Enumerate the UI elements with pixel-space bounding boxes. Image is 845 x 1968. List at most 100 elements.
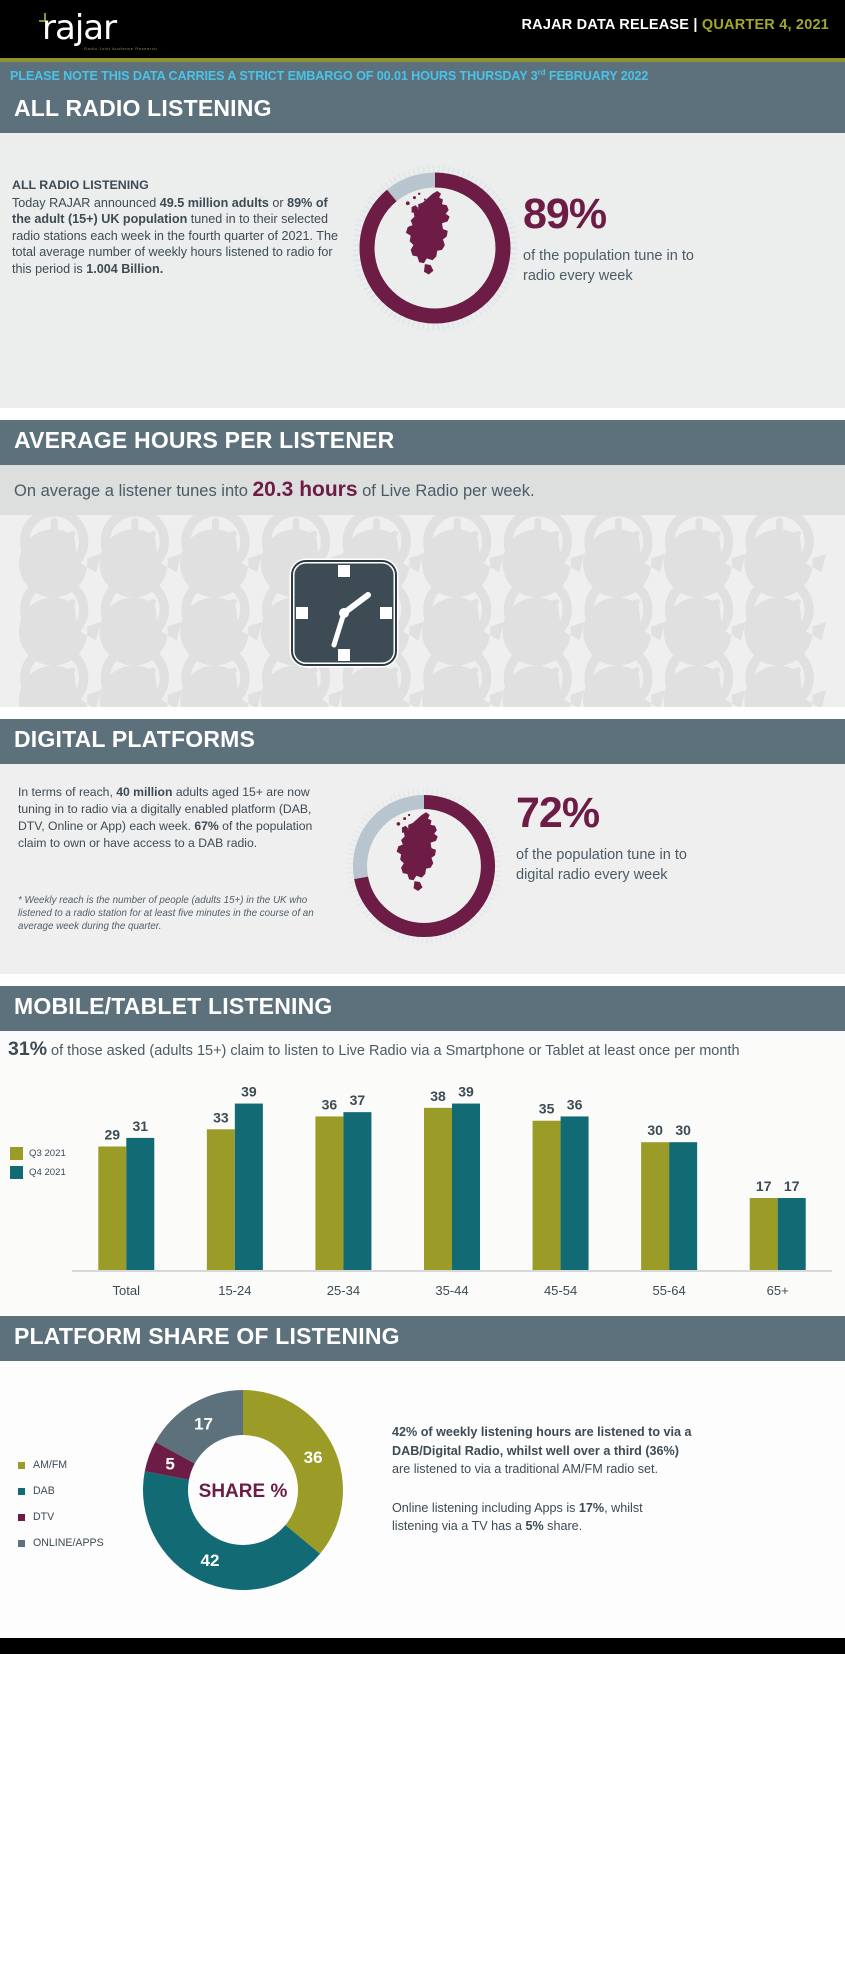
digital-donut-value-arc [352,794,496,938]
bar-value-label: 37 [350,1092,366,1108]
all-radio-stat-value: 89% [523,190,607,238]
clock-tile-pattern [0,515,845,707]
mobile-lead-percent: 31% [8,1038,48,1060]
section-header-platform-share: PLATFORM SHARE OF LISTENING [0,1316,845,1361]
release-label: RAJAR DATA RELEASE | [521,17,702,33]
rajar-logo: rajar Radio Joint Audience Research [24,6,214,54]
uk-map-icon [405,190,450,275]
bar-65+-Q4 2021 [777,1198,806,1271]
bar-value-label: 36 [322,1096,338,1112]
x-axis-label: 35-44 [435,1283,468,1298]
platform-share-para-2: Online listening including Apps is 17%, … [392,1500,643,1534]
legend-label-q3: Q3 2021 [29,1148,66,1159]
legend-label-DAB: DAB [33,1485,55,1497]
legend-swatch-DTV [18,1513,25,1521]
legend-label-AM/FM: AM/FM [33,1459,68,1471]
all-radio-stat-caption: of the population tune in to radio every… [523,248,694,284]
pie-slice-ONLINE/APPS [155,1390,243,1464]
section-header-digital-platforms: DIGITAL PLATFORMS [0,719,845,764]
pie-value-label: 17 [194,1414,213,1433]
all-radio-body: ALL RADIO LISTENING Today RAJAR announce… [0,133,845,408]
legend-item-ONLINE/APPS: ONLINE/APPS [18,1537,104,1549]
platform-share-para-1: 42% of weekly listening hours are listen… [392,1425,692,1476]
bar-value-label: 36 [567,1096,583,1112]
pie-slice-AM/FM [243,1390,343,1554]
bar-15-24-Q3 2021 [206,1129,235,1271]
bar-value-label: 39 [241,1084,257,1100]
section-gap-2 [0,707,845,719]
legend-item-AM/FM: AM/FM [18,1459,104,1471]
pie-value-label: 36 [304,1448,323,1467]
digital-stat-value: 72% [516,789,600,837]
all-radio-paragraph: ALL RADIO LISTENING Today RAJAR announce… [12,177,342,277]
bar-Total-Q4 2021 [126,1137,155,1271]
gold-divider [0,58,845,62]
logo-tick-icon [39,13,46,22]
section-header-all-radio: ALL RADIO LISTENING [0,88,845,133]
all-radio-stat: 89% of the population tune in to radio e… [523,193,723,286]
bar-chart-legend: Q3 2021 Q4 2021 [10,1147,66,1185]
digital-stat: 72% of the population tune in to digital… [516,792,726,885]
bar-value-label: 31 [132,1118,148,1134]
legend-item-DAB: DAB [18,1485,104,1497]
digital-donut-chart [344,786,504,951]
all-radio-donut-chart [350,163,520,333]
average-hours-value: 20.3 hours [252,478,358,501]
x-axis-label: 45-54 [544,1283,577,1298]
legend-swatch-ONLINE/APPS [18,1539,25,1547]
legend-swatch-q3 [10,1147,23,1160]
platform-share-donut-chart: 36 42 5 17 SHARE % [143,1390,343,1590]
donut-center-label: SHARE % [199,1481,288,1502]
digital-footnote: * Weekly reach is the number of people (… [18,895,314,932]
bar-55-64-Q3 2021 [641,1142,670,1271]
bar-55-64-Q4 2021 [669,1142,698,1271]
highlight-clock-icon [289,558,399,668]
pie-slice-DAB [143,1471,321,1590]
legend-swatch-q4 [10,1166,23,1179]
bar-45-54-Q3 2021 [532,1120,561,1271]
digital-paragraph: In terms of reach, 40 million adults age… [18,785,313,850]
release-title: RAJAR DATA RELEASE | QUARTER 4, 2021 [522,17,830,33]
bar-value-label: 39 [458,1084,474,1100]
x-axis-label: 15-24 [218,1283,251,1298]
pie-value-label: 42 [201,1551,220,1570]
top-header-bar: rajar Radio Joint Audience Research RAJA… [0,0,845,58]
x-axis-label: 25-34 [327,1283,360,1298]
x-axis-label: Total [113,1283,141,1298]
bar-65+-Q3 2021 [749,1198,778,1271]
bar-value-label: 30 [675,1122,691,1138]
bar-35-44-Q3 2021 [424,1107,452,1271]
pie-value-label: 5 [165,1455,174,1474]
bar-25-34-Q4 2021 [343,1112,372,1271]
bar-value-label: 33 [213,1109,229,1125]
bar-35-44-Q4 2021 [452,1103,480,1271]
digital-stat-caption: of the population tune in to digital rad… [516,847,687,883]
pie-slice-DTV [144,1441,195,1480]
platform-share-text: 42% of weekly listening hours are listen… [392,1423,692,1556]
bar-value-label: 35 [539,1101,555,1117]
average-hours-band: On average a listener tunes into 20.3 ho… [0,465,845,515]
mobile-lead-text: 31% of those asked (adults 15+) claim to… [8,1038,740,1060]
donut-value-arc [359,172,511,324]
logo-subtitle: Radio Joint Audience Research [84,46,158,51]
legend-label-ONLINE/APPS: ONLINE/APPS [33,1537,104,1549]
bar-value-label: 30 [647,1122,663,1138]
x-axis-label: 55-64 [653,1283,686,1298]
mobile-tablet-bar-chart: 29 31 Total 33 39 15-24 36 37 25-34 38 39 35-44 35 36… [72,1084,832,1298]
embargo-notice: PLEASE NOTE THIS DATA CARRIES A STRICT E… [0,62,845,88]
mobile-tablet-body: 31% of those asked (adults 15+) claim to… [0,1031,845,1316]
legend-item-q4: Q4 2021 [10,1166,66,1179]
digital-platforms-body: In terms of reach, 40 million adults age… [0,764,845,974]
platform-share-legend: AM/FM DAB DTV ONLINE/APPS [18,1459,104,1563]
legend-label-q4: Q4 2021 [29,1167,66,1178]
section-header-average-hours: AVERAGE HOURS PER LISTENER [0,420,845,465]
all-radio-subheading: ALL RADIO LISTENING [12,178,149,192]
release-quarter: QUARTER 4, 2021 [701,17,829,33]
logo-wordmark: rajar [42,8,117,48]
section-header-mobile-tablet: MOBILE/TABLET LISTENING [0,986,845,1031]
bar-value-label: 17 [784,1178,800,1194]
clock-pattern-background [0,515,845,707]
platform-share-body: 36 42 5 17 SHARE % AM/FM DAB DTV ONLINE/APPS 42… [0,1361,845,1654]
x-axis-label: 65+ [767,1283,789,1298]
